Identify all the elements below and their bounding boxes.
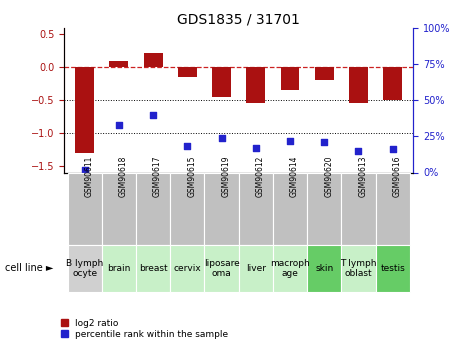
Text: liver: liver — [246, 264, 266, 273]
Bar — [102, 172, 136, 245]
Bar — [239, 245, 273, 292]
Text: GSM90613: GSM90613 — [359, 155, 368, 197]
Bar — [349, 67, 368, 104]
Bar — [376, 172, 410, 245]
Title: GDS1835 / 31701: GDS1835 / 31701 — [177, 12, 300, 27]
Bar — [75, 67, 94, 153]
Bar — [239, 172, 273, 245]
Point — [149, 112, 157, 117]
Bar — [307, 172, 342, 245]
Text: GSM90615: GSM90615 — [187, 155, 196, 197]
Point — [389, 147, 397, 152]
Bar — [383, 67, 402, 100]
Bar — [170, 172, 204, 245]
Bar — [102, 245, 136, 292]
Text: liposare
oma: liposare oma — [204, 258, 239, 278]
Text: GSM90612: GSM90612 — [256, 156, 265, 197]
Text: breast: breast — [139, 264, 167, 273]
Point — [218, 135, 225, 140]
Text: GSM90611: GSM90611 — [85, 156, 94, 197]
Text: GSM90614: GSM90614 — [290, 155, 299, 197]
Bar — [67, 245, 102, 292]
Text: T lymph
oblast: T lymph oblast — [340, 258, 377, 278]
Bar — [67, 172, 102, 245]
Text: cervix: cervix — [173, 264, 201, 273]
Bar — [342, 172, 376, 245]
Text: brain: brain — [107, 264, 131, 273]
Text: macroph
age: macroph age — [270, 258, 310, 278]
Bar — [204, 245, 238, 292]
Point — [355, 148, 362, 154]
Text: GSM90620: GSM90620 — [324, 155, 333, 197]
Point — [81, 167, 88, 172]
Bar — [247, 67, 265, 104]
Bar — [136, 172, 170, 245]
Point — [183, 144, 191, 149]
Text: GSM90616: GSM90616 — [393, 155, 402, 197]
Bar — [204, 172, 238, 245]
Bar — [178, 67, 197, 77]
Bar — [307, 245, 342, 292]
Legend: log2 ratio, percentile rank within the sample: log2 ratio, percentile rank within the s… — [59, 317, 230, 341]
Bar — [273, 245, 307, 292]
Bar — [281, 67, 299, 90]
Bar — [342, 245, 376, 292]
Bar — [273, 172, 307, 245]
Bar — [144, 53, 162, 67]
Text: testis: testis — [380, 264, 405, 273]
Bar — [212, 67, 231, 97]
Text: skin: skin — [315, 264, 333, 273]
Bar — [376, 245, 410, 292]
Text: GSM90617: GSM90617 — [153, 155, 162, 197]
Point — [286, 138, 294, 144]
Point — [321, 139, 328, 145]
Bar — [109, 60, 128, 67]
Bar — [136, 245, 170, 292]
Bar — [170, 245, 204, 292]
Text: GSM90619: GSM90619 — [221, 155, 230, 197]
Point — [252, 145, 260, 151]
Text: GSM90618: GSM90618 — [119, 156, 128, 197]
Text: B lymph
ocyte: B lymph ocyte — [66, 258, 103, 278]
Text: cell line ►: cell line ► — [5, 263, 53, 273]
Point — [115, 122, 123, 127]
Bar — [315, 67, 333, 80]
